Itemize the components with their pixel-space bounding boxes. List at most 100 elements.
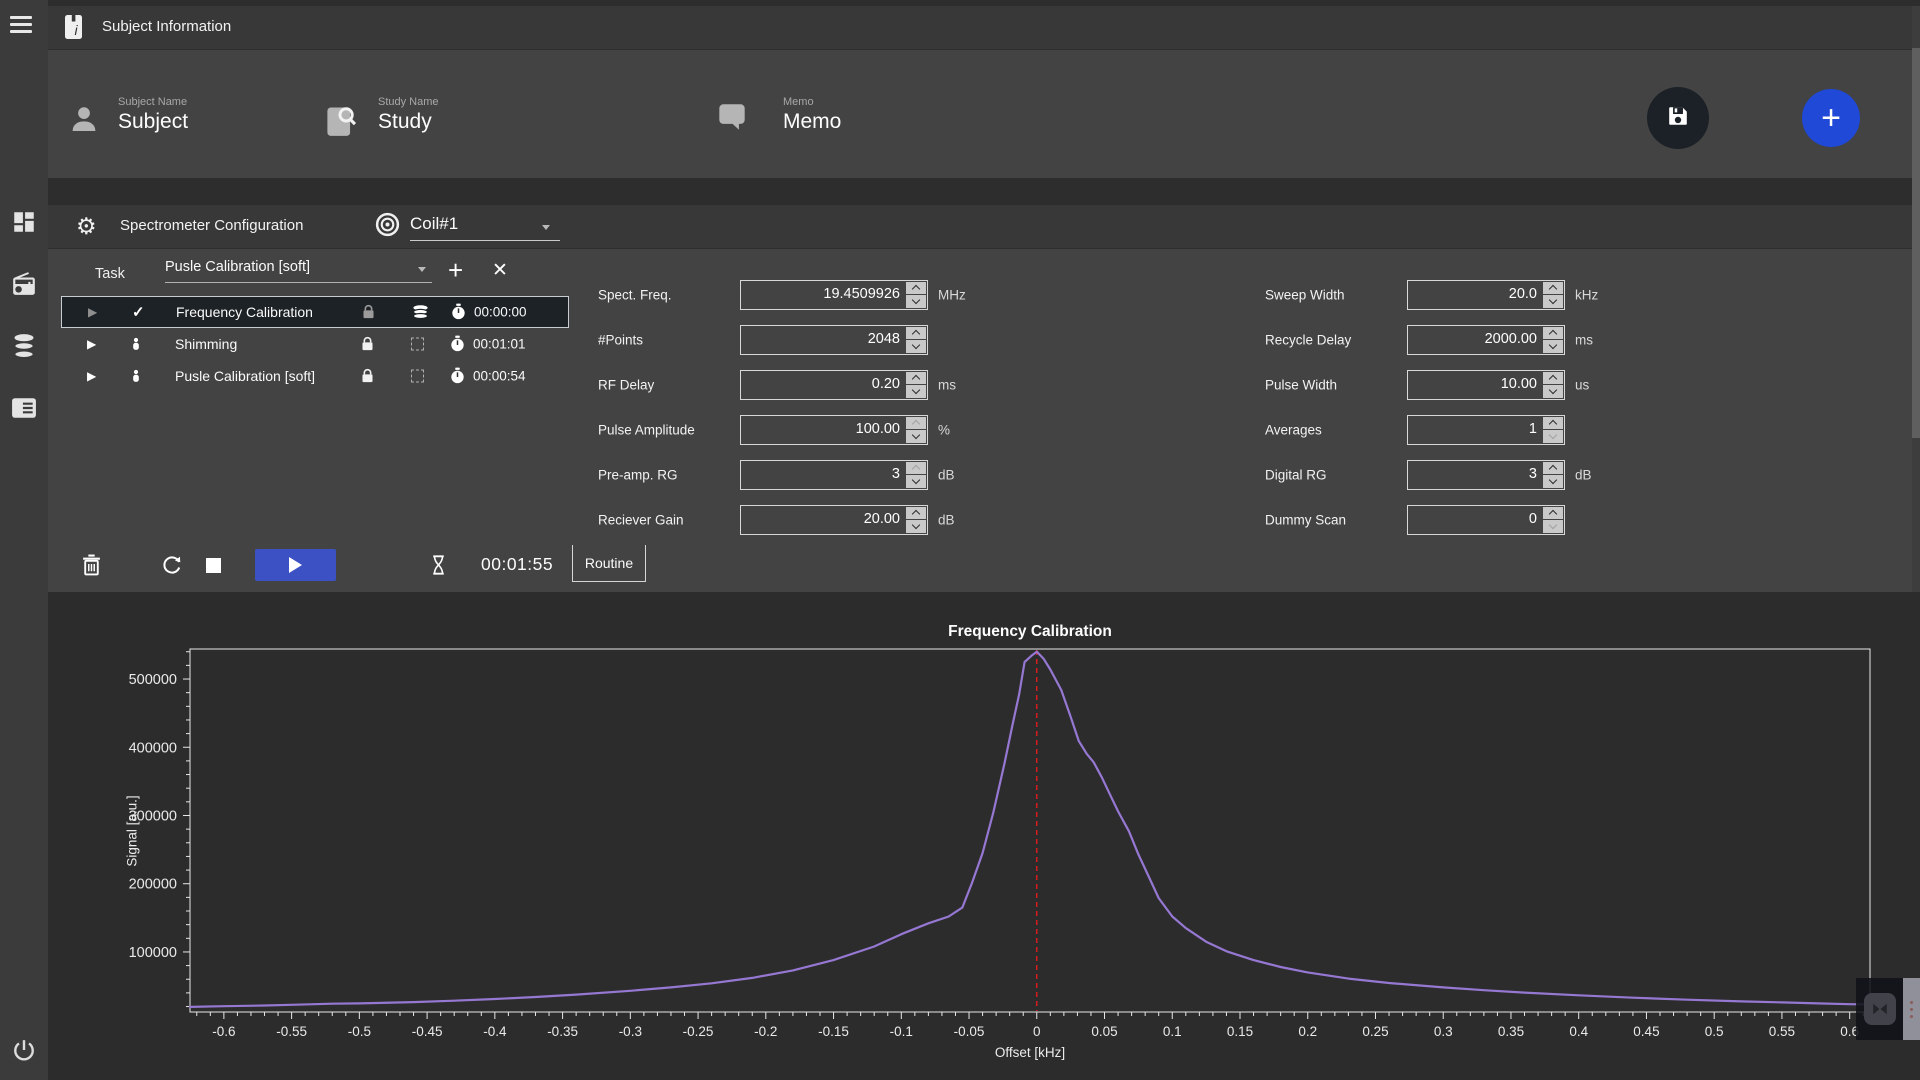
svg-text:0.4: 0.4 — [1569, 1024, 1588, 1039]
memo-value[interactable]: Memo — [783, 110, 842, 133]
spin-up-button[interactable] — [906, 326, 926, 339]
stop-button[interactable] — [200, 549, 226, 581]
param-input[interactable]: 100.00 — [740, 414, 928, 445]
param-input[interactable]: 2048 — [740, 324, 928, 355]
spin-up-button[interactable] — [1543, 461, 1563, 474]
task-name: Pusle Calibration [soft] — [175, 368, 316, 384]
spin-up-button[interactable] — [1543, 326, 1563, 339]
param-value[interactable]: 2048 — [867, 330, 900, 347]
task-row[interactable]: ▶ Shimming 00:01:01 — [61, 328, 569, 360]
task-label: Task — [95, 266, 125, 282]
spin-down-button[interactable] — [906, 385, 926, 398]
param-unit: us — [1575, 377, 1590, 392]
param-label: Pulse Width — [1265, 377, 1338, 392]
param-label: Averages — [1265, 422, 1322, 437]
params-left-column: Spect. Freq. 19.4509926 MHz #Points 2048 RF D… — [598, 272, 1018, 542]
spin-down-button[interactable] — [906, 430, 926, 443]
param-value[interactable]: 20.0 — [1508, 285, 1537, 302]
param-value[interactable]: 10.00 — [1500, 375, 1537, 392]
scrollbar-track[interactable] — [1912, 6, 1920, 592]
play-icon[interactable]: ▶ — [87, 337, 97, 351]
task-row[interactable]: ▶ ✓ Frequency Calibration 00:00:00 — [61, 296, 569, 328]
spin-up-button[interactable] — [906, 416, 926, 429]
chart-toolbar[interactable] — [1856, 978, 1920, 1040]
param-row: Pulse Width 10.00 us — [1265, 362, 1665, 407]
spin-down-button[interactable] — [906, 340, 926, 353]
task-row[interactable]: ▶ Pusle Calibration [soft] 00:00:54 — [61, 360, 569, 392]
toolbar-drag-handle[interactable] — [1903, 978, 1920, 1040]
spin-down-button[interactable] — [1543, 385, 1563, 398]
param-value[interactable]: 100.00 — [855, 420, 900, 437]
person-icon — [131, 337, 141, 351]
spin-down-button[interactable] — [1543, 430, 1563, 443]
param-input[interactable]: 0.20 — [740, 369, 928, 400]
subject-name-label: Subject Name — [118, 96, 188, 108]
params-right-column: Sweep Width 20.0 kHz Recycle Delay 2000.00 ms… — [1265, 272, 1665, 542]
spin-down-button[interactable] — [1543, 295, 1563, 308]
spin-down-button[interactable] — [906, 295, 926, 308]
study-name-value[interactable]: Study — [378, 110, 432, 133]
hourglass-icon — [428, 549, 448, 581]
spin-up-button[interactable] — [906, 281, 926, 294]
spin-up-button[interactable] — [1543, 371, 1563, 384]
param-input[interactable]: 1 — [1407, 414, 1565, 445]
param-input[interactable]: 3 — [1407, 459, 1565, 490]
param-value[interactable]: 3 — [1528, 465, 1537, 482]
param-label: Reciever Gain — [598, 512, 684, 527]
dashboard-icon[interactable] — [10, 208, 38, 236]
spin-up-button[interactable] — [906, 371, 926, 384]
svg-text:0.15: 0.15 — [1227, 1024, 1253, 1039]
play-icon[interactable]: ▶ — [87, 369, 97, 383]
task-duration: 00:00:54 — [473, 368, 526, 384]
param-input[interactable]: 3 — [740, 459, 928, 490]
chart-title: Frequency Calibration — [948, 623, 1112, 640]
spin-down-button[interactable] — [1543, 340, 1563, 353]
param-value[interactable]: 2000.00 — [1484, 330, 1537, 347]
lock-icon — [361, 336, 374, 352]
database-icon[interactable] — [10, 332, 38, 360]
run-button[interactable] — [255, 549, 336, 581]
spin-up-button[interactable] — [1543, 281, 1563, 294]
subject-name-value[interactable]: Subject — [118, 110, 189, 133]
trash-button[interactable] — [76, 549, 106, 581]
power-icon[interactable] — [0, 1038, 48, 1062]
spin-down-button[interactable] — [906, 520, 926, 533]
param-input[interactable]: 19.4509926 — [740, 279, 928, 310]
tab-routine[interactable]: Routine — [572, 545, 646, 582]
coil-select[interactable]: Coil#1 — [375, 212, 560, 242]
param-input[interactable]: 10.00 — [1407, 369, 1565, 400]
spin-down-button[interactable] — [906, 475, 926, 488]
spin-up-button[interactable] — [906, 506, 926, 519]
param-input[interactable]: 2000.00 — [1407, 324, 1565, 355]
task-select[interactable]: Pusle Calibration [soft] — [165, 259, 432, 283]
spin-up-button[interactable] — [1543, 506, 1563, 519]
param-value[interactable]: 0 — [1528, 510, 1537, 527]
param-row: Pulse Amplitude 100.00% — [598, 407, 1018, 452]
svg-text:0.55: 0.55 — [1769, 1024, 1795, 1039]
param-value[interactable]: 19.4509926 — [823, 285, 900, 302]
save-button[interactable] — [1647, 87, 1709, 149]
param-input[interactable]: 20.0 — [1407, 279, 1565, 310]
param-value[interactable]: 0.20 — [871, 375, 900, 392]
spin-up-button[interactable] — [1543, 416, 1563, 429]
scanner-icon[interactable] — [10, 270, 38, 298]
menu-icon[interactable] — [10, 16, 32, 37]
param-value[interactable]: 20.00 — [863, 510, 900, 527]
param-input[interactable]: 0 — [1407, 504, 1565, 535]
news-icon[interactable] — [10, 394, 38, 422]
param-value[interactable]: 3 — [891, 465, 900, 482]
param-input[interactable]: 20.00 — [740, 504, 928, 535]
param-row: #Points 2048 — [598, 317, 1018, 362]
play-icon[interactable]: ▶ — [88, 305, 98, 319]
remove-task-button[interactable]: ✕ — [492, 260, 508, 281]
spin-down-button[interactable] — [1543, 475, 1563, 488]
scrollbar-thumb[interactable] — [1912, 48, 1920, 438]
pending-box-icon — [411, 337, 424, 351]
refresh-icon[interactable] — [158, 549, 186, 581]
add-task-button[interactable]: + — [448, 255, 464, 285]
spin-up-button[interactable] — [906, 461, 926, 474]
param-value[interactable]: 1 — [1528, 420, 1537, 437]
spin-down-button[interactable] — [1543, 520, 1563, 533]
add-button[interactable]: + — [1802, 89, 1860, 147]
chart-toolbar-button[interactable] — [1856, 978, 1903, 1040]
